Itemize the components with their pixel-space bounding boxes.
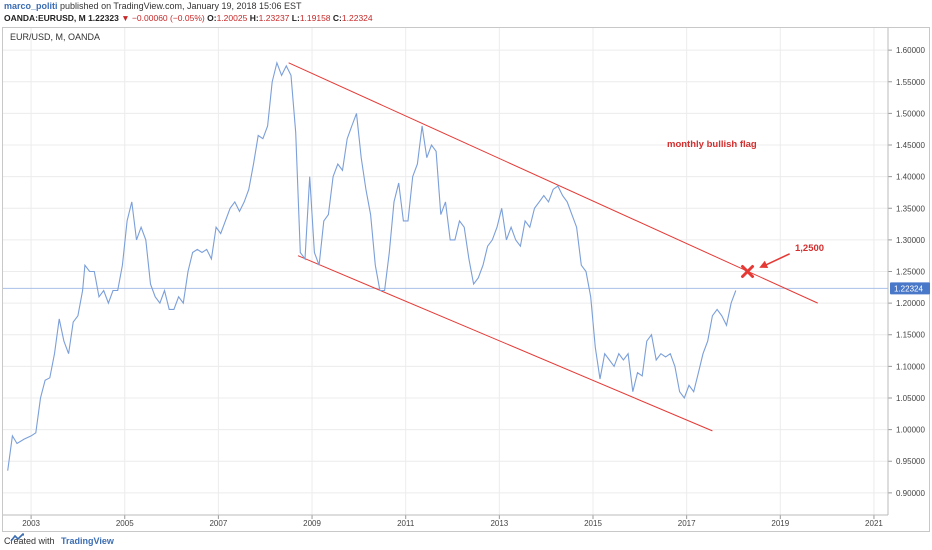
chart-frame[interactable] xyxy=(2,27,930,532)
y-tick-label: 1.60000 xyxy=(896,46,925,55)
quote-bar: OANDA:EURUSD, M 1.22323 ▼ −0.00060 (−0.0… xyxy=(4,13,373,23)
target-arrow-head xyxy=(759,260,769,269)
price-series-line xyxy=(7,60,737,471)
y-tick-label: 1.50000 xyxy=(896,109,925,118)
trendlines xyxy=(288,62,818,432)
high-value: 1.23237 xyxy=(258,13,290,23)
last-price: 1.22323 xyxy=(88,13,119,23)
publish-info: marco_politi published on TradingView.co… xyxy=(4,1,302,11)
y-tick-label: 1.15000 xyxy=(896,331,925,340)
target-arrow-shaft xyxy=(762,253,791,267)
y-tick-label: 1.00000 xyxy=(896,426,925,435)
x-tick-label: 2007 xyxy=(209,519,227,528)
y-tick-label: 1.20000 xyxy=(896,299,925,308)
footer: Created with TradingView xyxy=(4,533,924,549)
y-tick-label: 0.95000 xyxy=(896,457,925,466)
y-tick-label: 1.30000 xyxy=(896,236,925,245)
low-value: 1.19158 xyxy=(299,13,331,23)
series xyxy=(7,60,737,471)
price-change: ▼ −0.00060 (−0.05%) xyxy=(121,13,205,23)
x-tick-label: 2015 xyxy=(584,519,602,528)
symbol-label: OANDA:EURUSD, M xyxy=(4,13,86,23)
x-tick-label: 2011 xyxy=(397,519,415,528)
x-tick-label: 2021 xyxy=(865,519,883,528)
low-label: L: xyxy=(291,13,300,23)
x-tick-label: 2013 xyxy=(490,519,508,528)
target-label: 1,2500 xyxy=(795,243,824,254)
y-tick-label: 1.55000 xyxy=(896,78,925,87)
upper-trendline xyxy=(288,62,818,304)
close-value: 1.22324 xyxy=(341,13,373,23)
tradingview-logo-icon xyxy=(10,533,24,542)
tick-labels: 0.90000 0.95000 1.00000 1.05000 1.10000 1.150… xyxy=(22,46,930,528)
axes xyxy=(3,28,892,519)
created-with-text: Created with xyxy=(4,536,55,546)
target-x-marker xyxy=(741,265,755,278)
y-tick-label: 1.05000 xyxy=(896,394,925,403)
x-tick-label: 2003 xyxy=(22,519,40,528)
open-value: 1.20025 xyxy=(216,13,248,23)
y-tick-label: 1.10000 xyxy=(896,362,925,371)
last-price-badge xyxy=(890,282,930,295)
published-text: published on TradingView.com, January 19… xyxy=(60,1,302,11)
annotations: monthly bullish flag 1,2500 xyxy=(667,139,824,278)
y-tick-label: 1.35000 xyxy=(896,204,925,213)
grid-lines xyxy=(3,28,888,515)
author-link[interactable]: marco_politi xyxy=(4,1,58,11)
open-label: O: xyxy=(207,13,217,23)
flag-label: monthly bullish flag xyxy=(667,139,757,150)
y-tick-label: 1.25000 xyxy=(896,268,925,277)
chart-title: EUR/USD, M, OANDA xyxy=(10,32,100,42)
x-tick-label: 2005 xyxy=(116,519,134,528)
lower-trendline xyxy=(297,255,713,432)
x-tick-label: 2017 xyxy=(678,519,696,528)
chart-header: marco_politi published on TradingView.co… xyxy=(4,0,924,26)
y-tick-label: 1.40000 xyxy=(896,173,925,182)
x-tick-label: 2009 xyxy=(303,519,321,528)
y-tick-label: 1.45000 xyxy=(896,141,925,150)
x-tick-label: 2019 xyxy=(771,519,789,528)
y-tick-label: 0.90000 xyxy=(896,489,925,498)
high-label: H: xyxy=(249,13,259,23)
close-label: C: xyxy=(332,13,342,23)
tradingview-brand[interactable]: TradingView xyxy=(61,536,114,546)
last-price-badge-label: 1.22324 xyxy=(894,284,923,293)
